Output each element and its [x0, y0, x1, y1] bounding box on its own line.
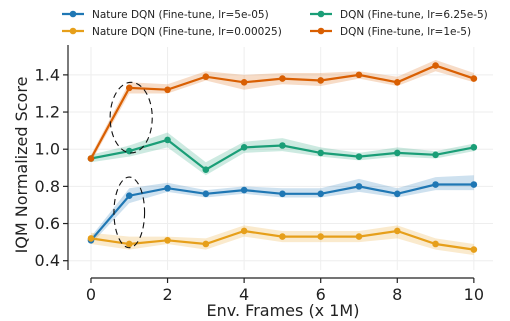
dashed-ellipse-1: [113, 176, 146, 249]
dashed-ellipse-0: [109, 81, 153, 154]
y-tick-label-0: 0.4: [35, 251, 60, 270]
data-point-1-5: [279, 233, 286, 240]
y-tick-labels: 0.4 0.6 0.8 1.0 1.2 1.4: [35, 65, 60, 270]
data-point-3-8: [393, 79, 401, 86]
data-point-3-3: [202, 73, 210, 81]
data-point-1-0: [87, 235, 95, 242]
data-point-2-4: [240, 144, 248, 151]
data-point-3-5: [279, 75, 286, 82]
y-axis-label: IQM Normalized Score: [12, 77, 31, 254]
data-point-1-7: [355, 233, 363, 240]
data-point-1-2: [164, 236, 171, 244]
legend: Nature DQN (Fine-tune, lr=5e-05) Nature D…: [62, 9, 488, 38]
data-point-3-6: [317, 77, 325, 84]
data-point-0-2: [164, 184, 171, 192]
data-point-1-8: [393, 227, 401, 235]
data-point-2-10: [470, 144, 478, 151]
data-point-0-6: [317, 190, 325, 198]
x-axis-label: Env. Frames (x 1M): [207, 301, 360, 320]
data-point-1-6: [317, 233, 325, 240]
data-point-3-9: [432, 62, 439, 69]
data-point-3-2: [164, 86, 171, 94]
legend-label-3: DQN (Fine-tune, lr=1e-5): [340, 26, 471, 38]
confidence-band-0: [91, 175, 474, 244]
data-point-2-5: [279, 142, 286, 149]
series-points: [87, 62, 478, 253]
data-point-0-4: [240, 186, 248, 194]
data-point-0-9: [432, 181, 439, 188]
legend-label-1: Nature DQN (Fine-tune, lr=0.00025): [92, 26, 282, 38]
axes: [63, 45, 475, 283]
x-tick-label-1: 2: [162, 285, 172, 304]
y-tick-label-2: 0.8: [35, 177, 60, 196]
data-point-0-3: [202, 190, 210, 198]
y-tick-label-1: 0.6: [35, 214, 60, 233]
legend-marker-0: [69, 10, 77, 18]
data-point-0-1: [125, 192, 133, 199]
data-point-1-3: [202, 240, 210, 248]
data-point-0-10: [470, 181, 478, 188]
data-point-0-7: [355, 183, 363, 190]
x-tick-label-0: 0: [86, 285, 96, 304]
data-point-0-8: [393, 190, 401, 198]
x-tick-label-5: 10: [464, 285, 484, 304]
confidence-band-3: [91, 60, 474, 163]
legend-marker-1: [69, 27, 77, 35]
legend-marker-3: [317, 27, 325, 35]
legend-marker-2: [317, 10, 325, 18]
data-point-1-10: [470, 246, 478, 253]
data-point-2-7: [355, 153, 363, 160]
x-tick-label-2: 4: [239, 285, 249, 304]
data-point-2-8: [393, 149, 401, 157]
y-tick-label-5: 1.4: [35, 65, 60, 84]
data-point-3-7: [355, 71, 363, 79]
x-tick-label-3: 6: [316, 285, 326, 304]
data-point-2-6: [317, 149, 325, 157]
data-point-2-2: [164, 136, 171, 144]
data-point-2-3: [202, 166, 210, 173]
data-point-1-1: [125, 240, 133, 248]
data-point-2-9: [432, 151, 439, 159]
x-tick-label-4: 8: [392, 285, 402, 304]
data-point-1-4: [240, 227, 248, 235]
y-tick-label-3: 1.0: [35, 140, 60, 159]
data-point-3-10: [470, 75, 478, 82]
data-point-0-5: [279, 190, 286, 198]
data-point-3-1: [125, 84, 133, 92]
annotations: [109, 81, 153, 249]
data-point-3-4: [240, 79, 248, 86]
legend-label-0: Nature DQN (Fine-tune, lr=5e-05): [92, 9, 269, 21]
data-point-3-0: [87, 155, 95, 162]
y-tick-label-4: 1.2: [35, 103, 60, 122]
confidence-band-1: [91, 225, 474, 256]
x-tick-labels: 0 2 4 6 8 10: [86, 285, 484, 304]
data-point-1-9: [432, 240, 439, 248]
legend-label-2: DQN (Fine-tune, lr=6.25e-5): [340, 9, 488, 21]
